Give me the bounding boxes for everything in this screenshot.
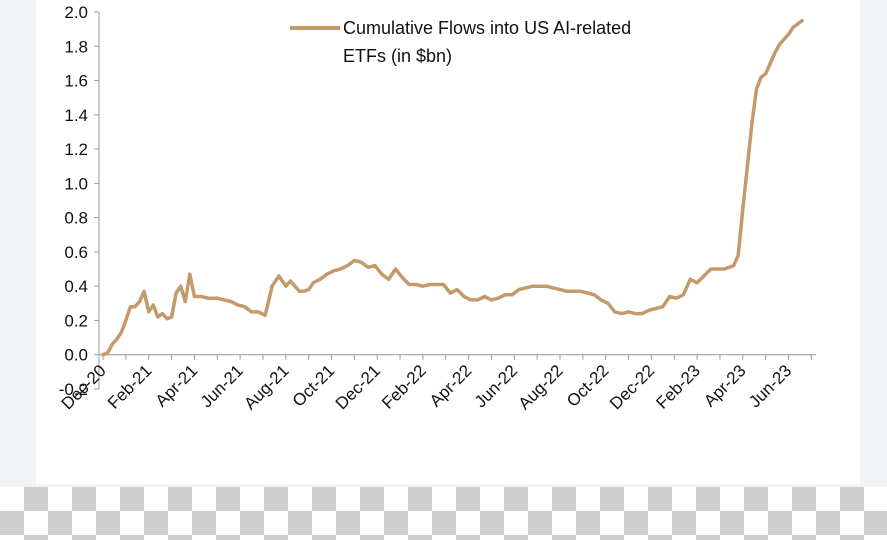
x-tick-label: Feb-21 — [104, 361, 156, 413]
y-tick-label: 2.0 — [64, 3, 88, 22]
y-tick-label: 1.6 — [64, 72, 88, 91]
y-tick-label: 0.8 — [64, 209, 88, 228]
x-tick-label: Aug-21 — [240, 361, 292, 413]
chart-panel — [36, 0, 860, 484]
x-tick-label: Oct-21 — [289, 361, 339, 411]
x-tick-label: Dec-21 — [332, 361, 384, 413]
legend-label-line-2: ETFs (in $bn) — [343, 46, 452, 66]
x-tick-label: Feb-23 — [652, 361, 704, 413]
x-tick-label: Oct-22 — [563, 361, 613, 411]
x-tick-label: Feb-22 — [378, 361, 430, 413]
y-tick-label: 1.4 — [64, 106, 88, 125]
x-tick-label: Jun-23 — [745, 361, 795, 411]
x-axis-ticks: Dec-20Feb-21Apr-21Jun-21Aug-21Oct-21Dec-… — [58, 354, 812, 413]
legend-label-line-1: Cumulative Flows into US AI-related — [343, 18, 631, 38]
y-tick-label: 1.8 — [64, 37, 88, 56]
x-tick-label: Aug-22 — [515, 361, 567, 413]
y-tick-label: 1.2 — [64, 140, 88, 159]
x-tick-label: Jun-22 — [471, 361, 521, 411]
y-axis-ticks: 2.0 1.8 1.6 1.4 1.2 1.0 0.8 0.6 0.4 0.2 0.0 -0.2 — [59, 3, 99, 399]
line-chart: 2.0 1.8 1.6 1.4 1.2 1.0 0.8 0.6 0.4 0.2 0.0 -0.2 De… — [58, 3, 816, 413]
y-tick-label: 0.0 — [64, 346, 88, 365]
y-tick-label: 0.2 — [64, 311, 88, 330]
x-tick-label: Jun-21 — [197, 361, 247, 411]
transparency-checkerboard — [0, 487, 887, 540]
x-tick-label: Apr-23 — [700, 361, 750, 411]
legend: Cumulative Flows into US AI-related ETFs… — [290, 18, 631, 66]
y-tick-label: 0.6 — [64, 243, 88, 262]
y-tick-label: 1.0 — [64, 174, 88, 193]
series-group — [101, 18, 804, 357]
y-tick-label: -0.2 — [59, 380, 88, 399]
x-tick-label: Apr-22 — [426, 361, 476, 411]
y-tick-label: 0.4 — [64, 277, 88, 296]
x-tick-label: Apr-21 — [152, 361, 202, 411]
x-tick-label: Dec-22 — [606, 361, 658, 413]
axes — [98, 12, 816, 389]
series-line — [101, 18, 804, 357]
